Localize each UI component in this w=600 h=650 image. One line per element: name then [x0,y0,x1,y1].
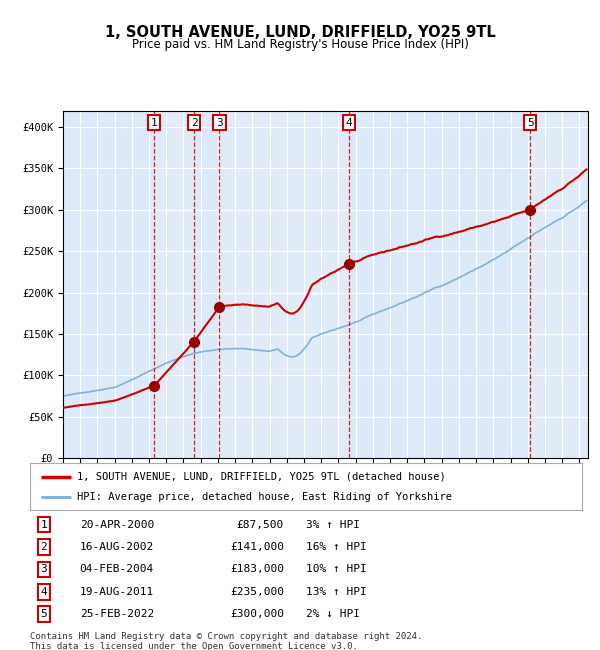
Text: 1, SOUTH AVENUE, LUND, DRIFFIELD, YO25 9TL: 1, SOUTH AVENUE, LUND, DRIFFIELD, YO25 9… [104,25,496,40]
Text: 16% ↑ HPI: 16% ↑ HPI [306,542,367,552]
Text: 1: 1 [40,520,47,530]
Text: 1: 1 [151,118,158,127]
Text: Contains HM Land Registry data © Crown copyright and database right 2024.
This d: Contains HM Land Registry data © Crown c… [30,632,422,650]
Bar [63,111,154,458]
Text: 19-AUG-2011: 19-AUG-2011 [80,587,154,597]
Text: 25-FEB-2022: 25-FEB-2022 [80,609,154,619]
Text: £300,000: £300,000 [230,609,284,619]
Text: 3% ↑ HPI: 3% ↑ HPI [306,520,360,530]
Text: £141,000: £141,000 [230,542,284,552]
Bar [220,111,349,458]
Text: 3: 3 [40,564,47,575]
Text: 4: 4 [40,587,47,597]
Text: 1, SOUTH AVENUE, LUND, DRIFFIELD, YO25 9TL (detached house): 1, SOUTH AVENUE, LUND, DRIFFIELD, YO25 9… [77,471,446,482]
Text: 13% ↑ HPI: 13% ↑ HPI [306,587,367,597]
Bar [154,111,194,458]
Text: £183,000: £183,000 [230,564,284,575]
Text: 20-APR-2000: 20-APR-2000 [80,520,154,530]
Text: 2: 2 [40,542,47,552]
Text: 3: 3 [216,118,223,127]
Text: 16-AUG-2002: 16-AUG-2002 [80,542,154,552]
Text: £235,000: £235,000 [230,587,284,597]
Text: 4: 4 [346,118,353,127]
Text: Price paid vs. HM Land Registry's House Price Index (HPI): Price paid vs. HM Land Registry's House … [131,38,469,51]
Bar [194,111,220,458]
Bar [349,111,530,458]
Text: £87,500: £87,500 [236,520,284,530]
Text: 5: 5 [40,609,47,619]
Text: 5: 5 [527,118,534,127]
Bar [530,111,588,458]
Text: 2: 2 [191,118,197,127]
Text: 10% ↑ HPI: 10% ↑ HPI [306,564,367,575]
Text: 04-FEB-2004: 04-FEB-2004 [80,564,154,575]
Text: 2% ↓ HPI: 2% ↓ HPI [306,609,360,619]
Text: HPI: Average price, detached house, East Riding of Yorkshire: HPI: Average price, detached house, East… [77,492,452,502]
